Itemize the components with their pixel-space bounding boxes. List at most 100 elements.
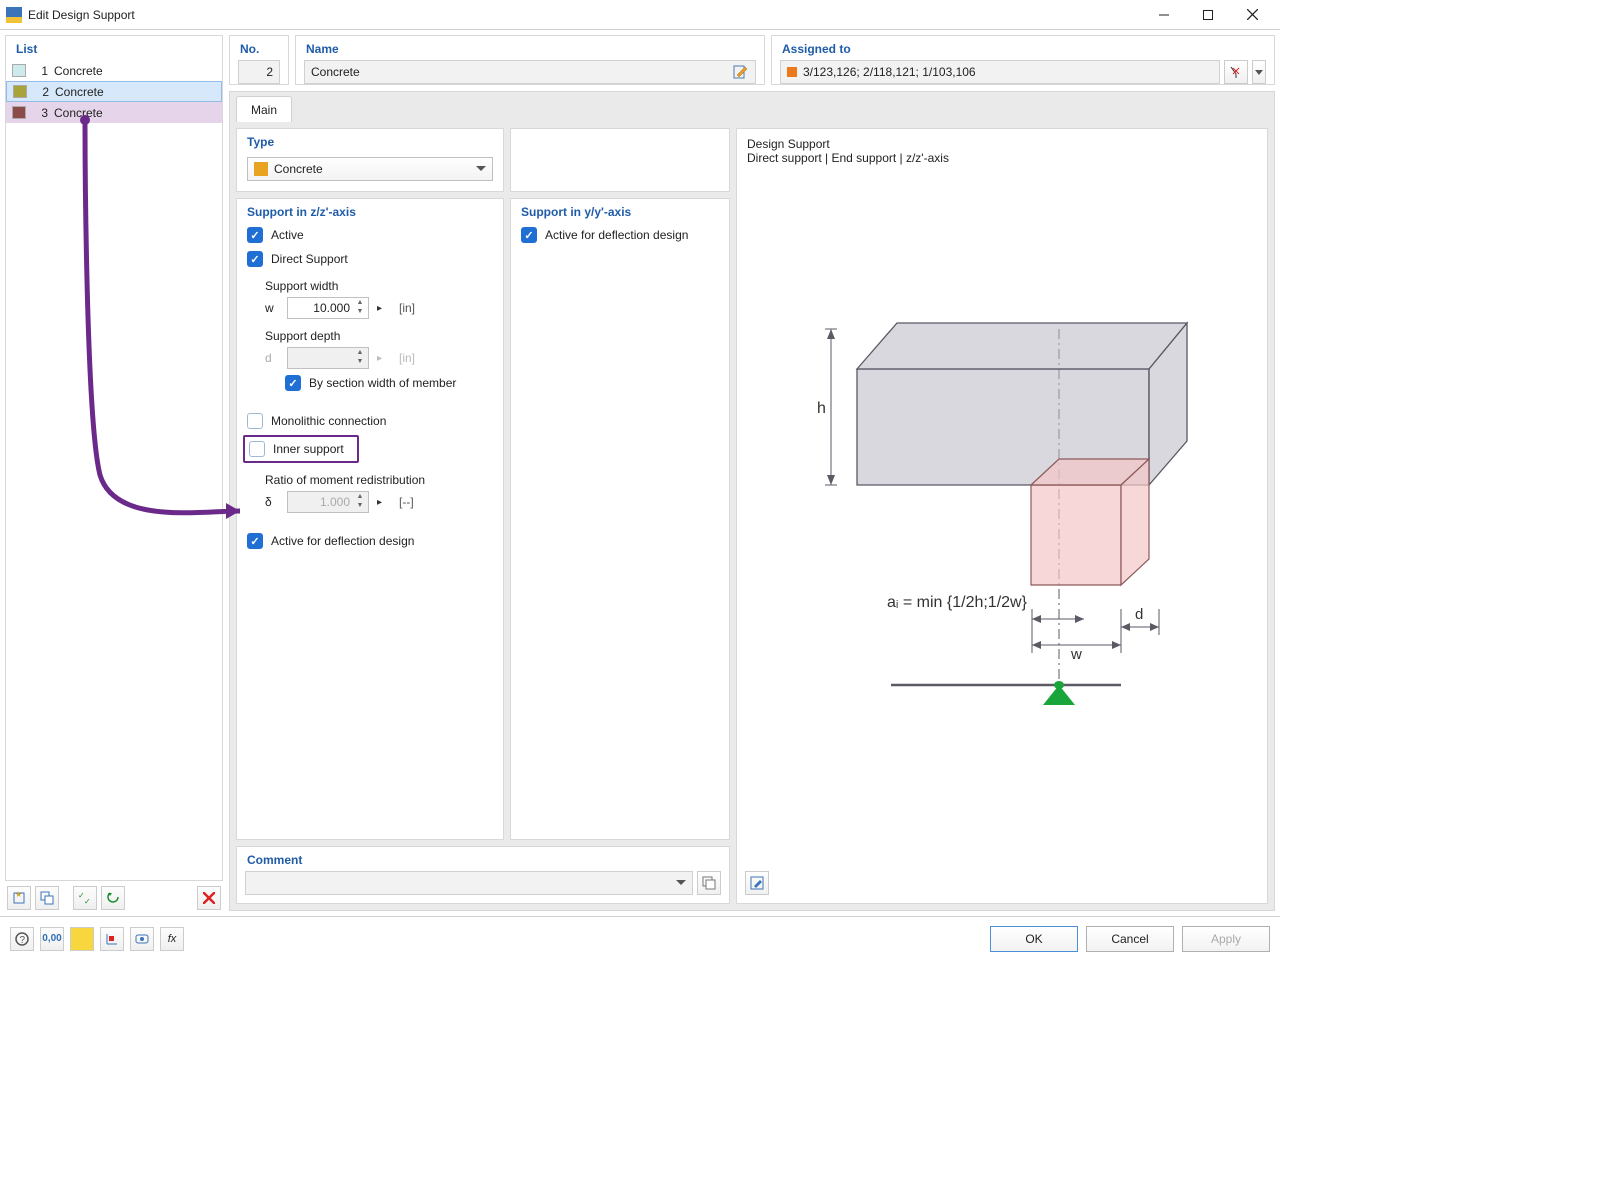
type-swatch	[254, 162, 268, 176]
inner-support-highlight: Inner support	[243, 435, 359, 463]
active-label: Active	[271, 228, 304, 242]
active-checkbox[interactable]	[247, 227, 263, 243]
assign-dropdown-button[interactable]	[1252, 60, 1266, 84]
moment-menu-button[interactable]: ▸	[377, 497, 391, 508]
cancel-button[interactable]: Cancel	[1086, 926, 1174, 952]
preview-panel: Design Support Direct support | End supp…	[736, 128, 1268, 904]
blank-panel	[510, 128, 730, 192]
copy-item-button[interactable]	[35, 886, 59, 910]
assigned-input[interactable]: 3/123,126; 2/118,121; 1/103,106	[780, 60, 1220, 84]
depth-symbol: d	[265, 351, 279, 365]
assigned-header: Assigned to	[772, 36, 1274, 60]
pick-assign-button[interactable]	[1224, 60, 1248, 84]
assigned-icon	[787, 67, 797, 77]
chevron-down-icon	[476, 162, 486, 176]
yy-header: Support in y/y'-axis	[511, 199, 729, 223]
support-width-title: Support width	[237, 271, 503, 295]
svg-text:?: ?	[20, 935, 26, 946]
refresh-button[interactable]	[101, 886, 125, 910]
moment-spinner: ▲▼	[354, 493, 366, 511]
inner-support-checkbox[interactable]	[249, 441, 265, 457]
ok-button[interactable]: OK	[990, 926, 1078, 952]
type-select[interactable]: Concrete	[247, 157, 493, 181]
comment-input[interactable]	[245, 871, 693, 895]
direct-support-checkbox[interactable]	[247, 251, 263, 267]
by-section-label: By section width of member	[309, 376, 456, 390]
type-panel: Type Concrete	[236, 128, 504, 192]
color-button[interactable]	[70, 927, 94, 951]
number-panel: No. 2	[229, 35, 289, 85]
width-menu-button[interactable]: ▸	[377, 303, 391, 314]
zz-deflection-label: Active for deflection design	[271, 534, 414, 548]
svg-text:d: d	[1135, 606, 1143, 623]
delete-item-button[interactable]	[197, 886, 221, 910]
width-spinner[interactable]: ▲▼	[354, 299, 366, 317]
monolithic-label: Monolithic connection	[271, 414, 386, 428]
svg-text:w: w	[1070, 646, 1082, 663]
list-item[interactable]: 3 Concrete	[6, 102, 222, 123]
list-idx: 3	[30, 106, 48, 120]
list-idx: 2	[31, 85, 49, 99]
list-label: Concrete	[54, 106, 103, 120]
name-panel: Name Concrete	[295, 35, 765, 85]
units-button[interactable]: 0,00	[40, 927, 64, 951]
maximize-button[interactable]	[1186, 1, 1230, 29]
comment-panel: Comment	[236, 846, 730, 904]
list-toolbar: ★ ✓✓	[5, 881, 223, 911]
view-button[interactable]	[130, 927, 154, 951]
number-value: 2	[238, 60, 280, 84]
monolithic-checkbox[interactable]	[247, 413, 263, 429]
assigned-panel: Assigned to 3/123,126; 2/118,121; 1/103,…	[771, 35, 1275, 85]
list-item[interactable]: 1 Concrete	[6, 60, 222, 81]
formula-button[interactable]: fx	[160, 927, 184, 951]
help-button[interactable]: ?	[10, 927, 34, 951]
moment-value: 1.000	[320, 495, 350, 509]
window-title: Edit Design Support	[28, 8, 1142, 22]
apply-button[interactable]: Apply	[1182, 926, 1270, 952]
comment-library-button[interactable]	[697, 871, 721, 895]
check-all-button[interactable]: ✓✓	[73, 886, 97, 910]
width-unit: [in]	[399, 301, 415, 315]
list-item[interactable]: 2 Concrete	[6, 81, 222, 102]
width-value: 10.000	[313, 301, 350, 315]
type-value: Concrete	[274, 162, 323, 176]
preview-diagram: h aᵢ = min {1/2h;1/2w} w	[751, 189, 1231, 729]
type-header: Type	[237, 129, 503, 153]
h-label: h	[817, 400, 826, 417]
chevron-down-icon	[676, 876, 686, 890]
preview-settings-button[interactable]	[745, 871, 769, 895]
by-section-checkbox[interactable]	[285, 375, 301, 391]
depth-menu-button: ▸	[377, 353, 391, 364]
list-panel: List 1 Concrete 2 Concrete 3 Concrete	[5, 35, 223, 881]
moment-redist-title: Ratio of moment redistribution	[237, 465, 503, 489]
direct-support-label: Direct Support	[271, 252, 348, 266]
depth-unit: [in]	[399, 351, 415, 365]
name-value: Concrete	[311, 65, 360, 79]
moment-input: 1.000 ▲▼	[287, 491, 369, 513]
edit-name-icon[interactable]	[731, 61, 749, 83]
list-header: List	[6, 36, 222, 60]
width-input[interactable]: 10.000 ▲▼	[287, 297, 369, 319]
list-swatch	[12, 64, 26, 77]
yy-deflection-label: Active for deflection design	[545, 228, 688, 242]
dimension-button[interactable]	[100, 927, 124, 951]
list-label: Concrete	[55, 85, 104, 99]
name-input[interactable]: Concrete	[304, 60, 756, 84]
depth-input: ▲▼	[287, 347, 369, 369]
tab-main[interactable]: Main	[236, 96, 292, 122]
moment-symbol: δ	[265, 495, 279, 509]
moment-unit: [--]	[399, 495, 414, 509]
assigned-value: 3/123,126; 2/118,121; 1/103,106	[803, 65, 976, 79]
yy-deflection-checkbox[interactable]	[521, 227, 537, 243]
close-button[interactable]	[1230, 1, 1274, 29]
zz-header: Support in z/z'-axis	[237, 199, 503, 223]
width-symbol: w	[265, 301, 279, 315]
support-yy-panel: Support in y/y'-axis Active for deflecti…	[510, 198, 730, 840]
zz-deflection-checkbox[interactable]	[247, 533, 263, 549]
list-label: Concrete	[54, 64, 103, 78]
new-item-button[interactable]: ★	[7, 886, 31, 910]
inner-support-label: Inner support	[273, 442, 344, 456]
formula-label: aᵢ = min {1/2h;1/2w}	[887, 594, 1028, 611]
tab-bar: Main	[230, 92, 1274, 122]
minimize-button[interactable]	[1142, 1, 1186, 29]
